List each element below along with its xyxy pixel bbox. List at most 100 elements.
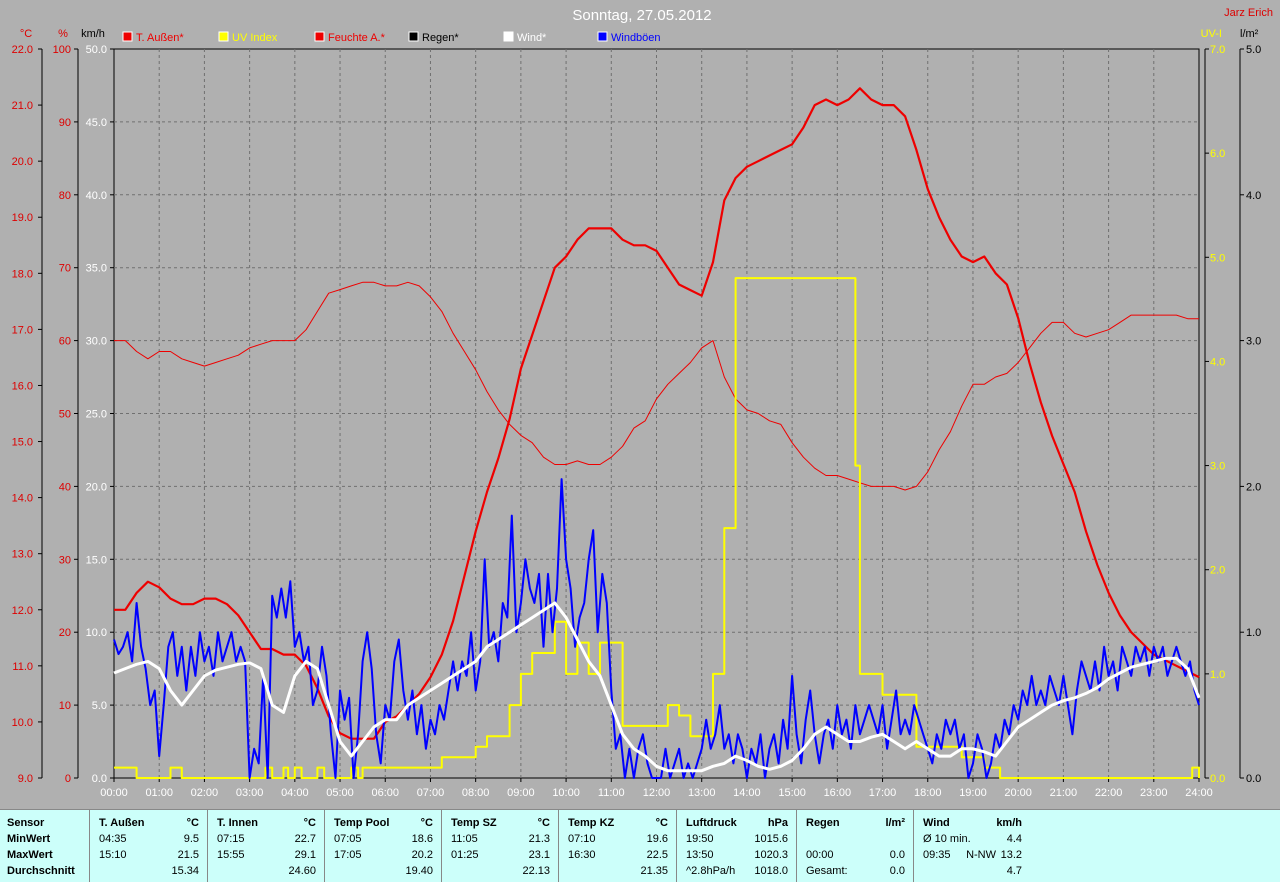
- series-line-feuchtea: [114, 281, 1199, 491]
- humidity-tick-label: 30: [59, 554, 71, 566]
- stats-cell-value: 0.0: [889, 865, 905, 877]
- series-line-windben: [113, 478, 1200, 779]
- temp-tick-label: 10.0: [12, 717, 33, 729]
- uv-tick-label: 3.0: [1210, 461, 1225, 473]
- x-tick-label: 24:00: [1185, 787, 1213, 799]
- stats-cell-value: 4.4: [1006, 833, 1022, 845]
- chart-legend: T. Außen* UV Index Feuchte A.* Regen* Wind* W…: [122, 31, 661, 44]
- x-tick-label: 09:00: [507, 787, 535, 799]
- temp-tick-label: 14.0: [12, 493, 33, 505]
- humidity-tick-label: 20: [59, 627, 71, 639]
- stats-cell-label: Gesamt:: [806, 865, 848, 877]
- stats-cell-label: T. Außen: [99, 817, 145, 829]
- stats-cell-value: l/m²: [885, 817, 905, 829]
- x-tick-label: 04:00: [281, 787, 309, 799]
- wind-tick-label: 40.0: [86, 190, 107, 202]
- stats-cell-value: 1020.3: [754, 849, 788, 861]
- rain-tick-label: 0.0: [1246, 773, 1261, 785]
- stats-cell-label: 15:55: [217, 849, 245, 861]
- series-lines: [113, 87, 1201, 779]
- series-line-wind: [113, 601, 1201, 773]
- stats-cell-label: 07:05: [334, 833, 362, 845]
- uv-tick-label: 4.0: [1210, 356, 1225, 368]
- wind-tick-label: 20.0: [86, 481, 107, 493]
- temp-tick-label: 17.0: [12, 324, 33, 336]
- stats-cell-value: 9.5: [183, 833, 199, 845]
- stats-cell-value: 1018.0: [754, 865, 788, 877]
- x-tick-label: 21:00: [1050, 787, 1078, 799]
- rain-tick-label: 1.0: [1246, 627, 1261, 639]
- wind-tick-label: 30.0: [86, 336, 107, 348]
- x-tick-label: 12:00: [643, 787, 671, 799]
- stats-cell-value: 18.6: [411, 833, 433, 845]
- uv-tick-label: 2.0: [1210, 565, 1225, 577]
- stats-cell-label: ^2.8hPa/h: [686, 865, 736, 877]
- x-tick-label: 06:00: [371, 787, 399, 799]
- right-axes: 7.0 6.0 5.0 4.0 3.0 2.0 1.0 0.0 5.0 4.0 3.0 2.0 1.0 0…: [1204, 44, 1261, 785]
- temp-tick-label: 19.0: [12, 212, 33, 224]
- stats-column: Temp Pool °C 07:05 18.6 17:05 20.2 19.40: [324, 810, 442, 882]
- x-tick-label: 02:00: [191, 787, 219, 799]
- temp-axis-unit: °C: [20, 28, 32, 40]
- stats-cell-value: 22.13: [522, 865, 550, 877]
- x-tick-label: 15:00: [778, 787, 806, 799]
- stats-cell-value: 20.2: [411, 849, 433, 861]
- stats-labels: Sensor MinWert MaxWert Durchschnitt: [0, 810, 90, 882]
- temp-tick-label: 15.0: [12, 437, 33, 449]
- stats-cell-label: Temp KZ: [568, 817, 615, 829]
- stats-wind-direction: N-NW: [966, 849, 996, 861]
- stats-column: Luftdruck hPa 19:50 1015.6 13:50 1020.3 ^2.8hP…: [676, 810, 797, 882]
- uv-tick-label: 1.0: [1210, 669, 1225, 681]
- x-tick-label: 11:00: [598, 787, 625, 799]
- wind-tick-label: 35.0: [86, 263, 107, 275]
- stats-column: T. Innen °C 07:15 22.7 15:55 29.1 24.60: [207, 810, 325, 882]
- temp-tick-label: 9.0: [18, 773, 33, 785]
- humidity-tick-label: 60: [59, 336, 71, 348]
- legend-swatch: [503, 31, 514, 42]
- stats-cell-value: 29.1: [294, 849, 316, 861]
- uv-tick-label: 6.0: [1210, 148, 1225, 160]
- stats-cell-label: 07:15: [217, 833, 245, 845]
- stats-cell-label: 15:10: [99, 849, 127, 861]
- stats-cell-label: Regen: [806, 817, 840, 829]
- temp-tick-label: 22.0: [12, 44, 33, 56]
- author-label: Jarz Erich: [1224, 7, 1273, 19]
- rain-axis-unit: l/m²: [1240, 28, 1259, 40]
- stats-cell-label: T. Innen: [217, 817, 258, 829]
- stats-cell-value: hPa: [767, 817, 788, 829]
- stats-cell-label: 13:50: [686, 849, 714, 861]
- wind-axis-unit: km/h: [81, 28, 105, 40]
- x-tick-label: 01:00: [145, 787, 173, 799]
- legend-swatch: [597, 31, 608, 42]
- humidity-tick-label: 50: [59, 409, 71, 421]
- x-tick-label: 03:00: [236, 787, 264, 799]
- x-tick-label: 23:00: [1140, 787, 1168, 799]
- stats-cell-label: 19:50: [686, 833, 714, 845]
- stats-column: Regen l/m² 00:00 0.0 Gesamt: 0.0: [796, 810, 914, 882]
- stats-cell-label: 04:35: [99, 833, 127, 845]
- wind-tick-label: 25.0: [86, 409, 107, 421]
- stats-cell-value: 4.7: [1006, 865, 1022, 877]
- humidity-tick-label: 0: [65, 773, 71, 785]
- temp-tick-label: 13.0: [12, 549, 33, 561]
- temp-tick-label: 11.0: [12, 661, 33, 673]
- stats-column: T. Außen °C 04:35 9.5 15:10 21.5 15.34: [89, 810, 208, 882]
- stats-header-label: Sensor: [7, 817, 45, 829]
- stats-cell-label: 17:05: [334, 849, 362, 861]
- wind-tick-label: 15.0: [86, 554, 107, 566]
- x-tick-label: 20:00: [1004, 787, 1032, 799]
- legend-label: Feuchte A.*: [328, 32, 386, 44]
- stats-cell-value: 21.5: [177, 849, 199, 861]
- wind-tick-label: 45.0: [86, 117, 107, 129]
- stats-column: Temp SZ °C 11:05 21.3 01:25 23.1 22.13: [441, 810, 559, 882]
- humidity-tick-label: 80: [59, 190, 71, 202]
- stats-cell-value: 22.7: [294, 833, 316, 845]
- series-line-tauen: [114, 87, 1200, 740]
- stats-cell-label: 16:30: [568, 849, 596, 861]
- chart-title: Sonntag, 27.05.2012: [572, 7, 711, 24]
- uv-tick-label: 7.0: [1210, 44, 1225, 56]
- stats-cell-value: 21.3: [528, 833, 550, 845]
- x-tick-label: 14:00: [733, 787, 761, 799]
- x-tick-label: 17:00: [869, 787, 897, 799]
- temp-tick-label: 12.0: [12, 605, 33, 617]
